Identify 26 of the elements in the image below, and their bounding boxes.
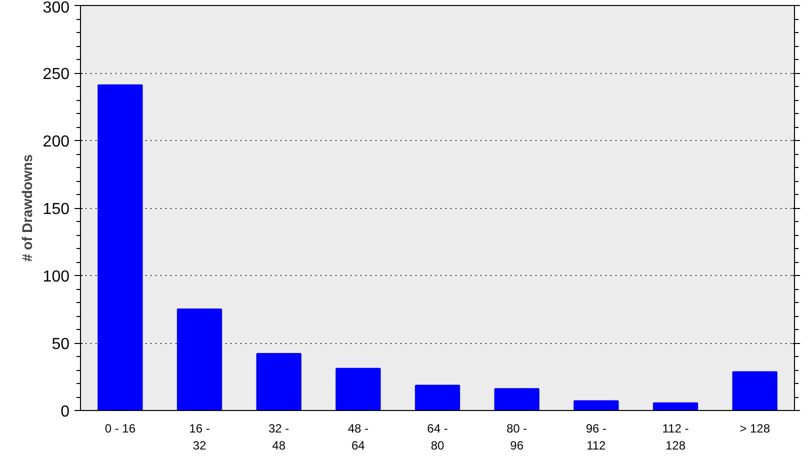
y-tick-label: 250 xyxy=(42,66,70,83)
x-tick-label: 96 - 112 xyxy=(586,422,607,452)
y-tick-label: 50 xyxy=(52,336,70,353)
y-tick-label: 0 xyxy=(60,404,70,420)
bar xyxy=(414,384,460,410)
x-tick-label: > 128 xyxy=(740,422,770,436)
bar xyxy=(98,84,143,410)
x-tick-label: 16 - 32 xyxy=(189,422,210,452)
bar xyxy=(652,402,698,410)
bar xyxy=(176,308,222,410)
x-tick-label: 48 - 64 xyxy=(348,422,369,452)
y-axis-title: # of Drawdowns xyxy=(18,154,35,262)
x-tick-label: 112 - 128 xyxy=(662,422,689,452)
bar xyxy=(256,353,302,410)
y-tick-label: 150 xyxy=(42,201,70,218)
bar xyxy=(494,388,540,410)
y-tick-label: 100 xyxy=(42,268,70,286)
y-tick-label: 300 xyxy=(42,0,70,16)
x-tick-label: 0 - 16 xyxy=(104,422,136,436)
bar xyxy=(336,368,381,410)
x-tick-label: 32 - 48 xyxy=(268,422,290,452)
x-tick-label: 80 - 96 xyxy=(506,422,528,452)
bar xyxy=(732,371,778,410)
bar xyxy=(574,400,619,410)
y-tick-label: 200 xyxy=(42,134,70,150)
x-tick-label: 64 - 80 xyxy=(427,422,448,452)
